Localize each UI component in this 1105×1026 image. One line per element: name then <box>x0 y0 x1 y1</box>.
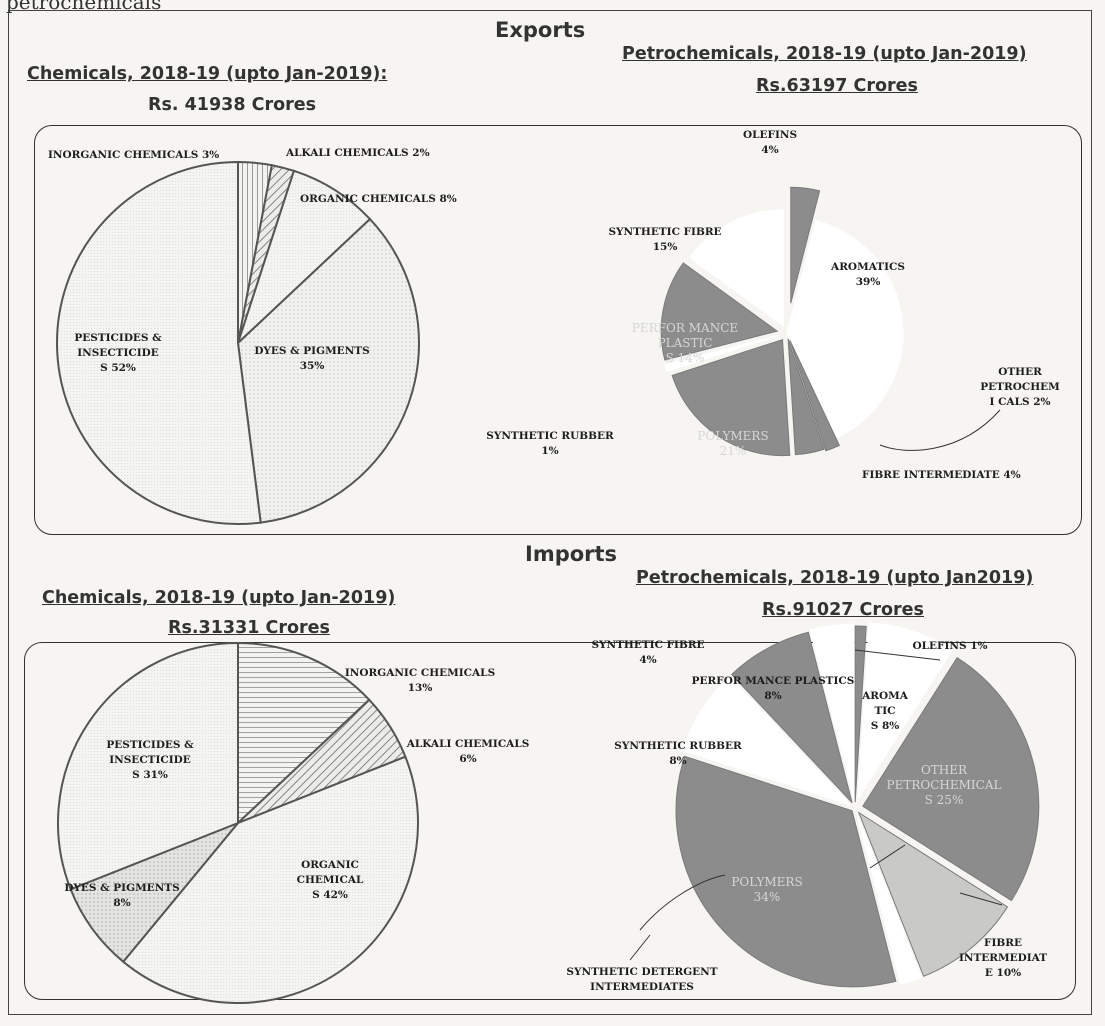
pie-slice-dyes-pigments <box>236 217 420 524</box>
slice-label-dyes-pigments: DYES & PIGMENTS 8% <box>64 882 179 909</box>
exports-petro-total: Rs.63197 Crores <box>756 76 918 96</box>
exports-chemicals-heading: Chemicals, 2018-19 (upto Jan-2019): <box>27 64 388 84</box>
pie-slice-olefins <box>790 186 821 304</box>
slice-label-synthetic-fibre: SYNTHETIC FIBRE 15% <box>608 226 721 253</box>
slice-label-organic-chemicals: ORGANIC CHEMICAL S 42% <box>297 859 364 901</box>
pie-slice-inorganic-chemicals <box>237 641 371 826</box>
figure-frame <box>8 10 1092 1015</box>
pie-slice-synthetic-fibre <box>688 209 784 327</box>
slice-label-synthetic-rubber: SYNTHETIC RUBBER 8% <box>614 740 742 767</box>
leader-lines <box>629 409 1003 961</box>
slice-label-alkali-chemicals: ALKALI CHEMICALS 6% <box>406 738 530 765</box>
pie-chart-1 <box>56 160 420 525</box>
leader-line-3 <box>639 874 726 931</box>
slice-label-olefins: OLEFINS 1% <box>912 640 987 652</box>
leader-line-2 <box>854 649 941 661</box>
slice-label-fibre-intermediate: FIBRE INTERMEDIAT E 10% <box>959 937 1047 979</box>
slice-label-pesticides-insecticides: PESTICIDES & INSECTICIDE S 52% <box>74 332 162 374</box>
imports-petro-heading: Petrochemicals, 2018-19 (upto Jan2019) <box>636 568 1034 588</box>
pie-groups <box>56 160 1040 1004</box>
pie-slice-synthetic-detergent-intermediates <box>856 813 923 985</box>
slice-label-aromatics: AROMATICS 39% <box>830 261 905 288</box>
pie-slice-polymers <box>675 755 897 988</box>
pie-slice-performance-plastics <box>660 262 779 361</box>
pie-slice-organic-chemicals <box>121 755 419 1004</box>
slice-label-aromatics: AROMA TIC S 8% <box>861 690 909 732</box>
slice-label-other-petrochemicals: OTHER PETROCHEMICAL S 25% <box>887 763 1002 807</box>
pie-slice-synthetic-rubber <box>681 675 851 806</box>
pie-slice-organic-chemicals <box>237 169 372 344</box>
pie-chart-2 <box>660 186 904 457</box>
leader-line-1 <box>879 409 1001 451</box>
pie-slice-other-petrochemicals <box>862 656 1040 902</box>
slice-label-alkali-chemicals: ALKALI CHEMICALS 2% <box>285 147 430 159</box>
leader-line-5 <box>629 844 906 961</box>
pie-slice-pesticides-insecticides <box>57 641 239 891</box>
slice-label-synthetic-fibre: SYNTHETIC FIBRE 4% <box>591 639 704 666</box>
pie-slice-other-petrochemicals <box>789 340 841 452</box>
pie-slice-performance-plastics <box>730 631 853 804</box>
pie-slice-polymers <box>671 338 791 457</box>
pie-slice-synthetic-rubber <box>664 335 778 373</box>
slice-label-synthetic-rubber: SYNTHETIC RUBBER 1% <box>486 430 614 457</box>
pie-slice-synthetic-fibre <box>809 623 855 801</box>
slice-label-inorganic-chemicals: INORGANIC CHEMICALS 13% <box>345 667 495 694</box>
slice-label-inorganic-chemicals: INORGANIC CHEMICALS 3% <box>48 149 219 161</box>
slice-label-polymers: POLYMERS 34% <box>731 875 802 904</box>
leader-line-4 <box>959 892 1003 906</box>
pie-slice-fibre-intermediate <box>787 338 825 456</box>
slice-label-pesticides-insecticides: PESTICIDES & INSECTICIDE S 31% <box>106 739 194 781</box>
slice-label-synthetic-detergent-intermediates: SYNTHETIC DETERGENT INTERMEDIATES <box>566 966 717 993</box>
pie-slice-dyes-pigments <box>69 822 239 964</box>
exports-title: Exports <box>495 18 586 42</box>
slice-label-polymers: POLYMERS 21% <box>697 429 768 458</box>
imports-panel <box>24 642 1076 1000</box>
slice-label-other-petrochemicals: OTHER PETROCHEM I CALS 2% <box>980 366 1060 408</box>
imports-petro-total: Rs.91027 Crores <box>762 600 924 620</box>
slice-label-performance-plastics: PERFOR MANCE PLASTICS 8% <box>692 675 855 702</box>
pie-slice-pesticides-insecticides <box>56 160 262 525</box>
slice-label-performance-plastics: PERFOR MANCE PLASTIC S 14% <box>632 321 738 365</box>
exports-panel <box>34 125 1082 535</box>
imports-chemicals-heading: Chemicals, 2018-19 (upto Jan-2019) <box>42 588 396 608</box>
imports-title: Imports <box>525 542 618 566</box>
slice-label-dyes-pigments: DYES & PIGMENTS 35% <box>254 345 369 372</box>
exports-petro-heading: Petrochemicals, 2018-19 (upto Jan-2019) <box>622 44 1027 64</box>
pie-slice-aromatics <box>786 220 904 439</box>
pie-slice-fibre-intermediate <box>857 811 1009 977</box>
pie-slice-olefins <box>854 625 867 803</box>
pie-chart-3 <box>57 641 419 1004</box>
pie-slice-aromatics <box>857 622 954 799</box>
exports-chemicals-total: Rs. 41938 Crores <box>148 95 317 115</box>
pie-chart-4 <box>675 622 1040 988</box>
imports-chemicals-total: Rs.31331 Crores <box>168 618 330 638</box>
slice-label-fibre-intermediate: FIBRE INTERMEDIATE 4% <box>862 469 1021 481</box>
slice-label-olefins: OLEFINS 4% <box>743 129 797 156</box>
slice-label-organic-chemicals: ORGANIC CHEMICALS 8% <box>300 193 457 205</box>
slice-labels: INORGANIC CHEMICALS 3% ALKALI CHEMICALS 2… <box>48 129 1060 993</box>
